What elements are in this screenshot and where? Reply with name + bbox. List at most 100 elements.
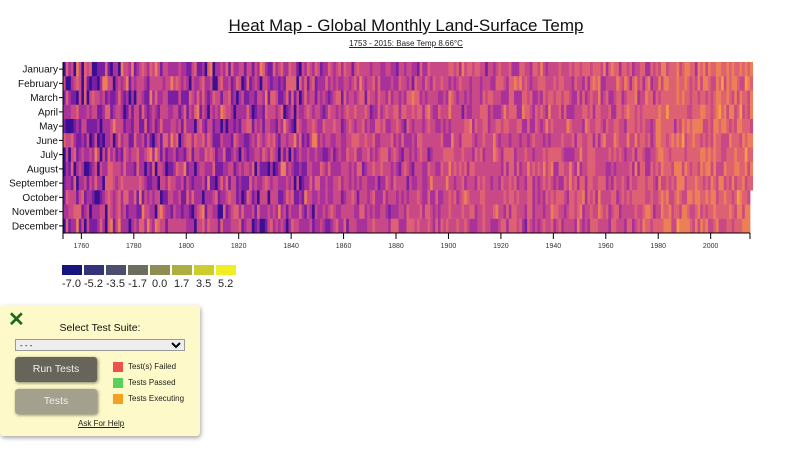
heatmap-cell [217, 147, 221, 162]
heatmap-cell [687, 147, 691, 162]
heatmap-cell [68, 133, 72, 148]
heatmap-cell [689, 76, 693, 91]
heatmap-cell [257, 104, 261, 120]
heatmap-cell [204, 161, 208, 177]
heatmap-cell [563, 119, 567, 134]
heatmap-cell [317, 147, 321, 162]
heatmap-cell [576, 119, 580, 134]
heatmap-cell [146, 147, 150, 162]
heatmap-cell [257, 62, 261, 77]
ask-for-help-link[interactable]: Ask For Help [78, 419, 125, 428]
heatmap-cell [361, 119, 365, 134]
heatmap-cell [445, 161, 449, 177]
heatmap-cell [233, 90, 237, 105]
heatmap-cell [414, 133, 418, 148]
heatmap-cell [204, 147, 208, 162]
heatmap-cell [191, 133, 195, 148]
heatmap-cell [157, 119, 161, 134]
heatmap-cell [498, 62, 502, 77]
heatmap-cell [346, 190, 350, 205]
heatmap-cell [613, 218, 617, 234]
heatmap-cell [603, 76, 607, 91]
heatmap-cell [479, 62, 483, 77]
heatmap-cell [194, 104, 198, 120]
heatmap-cell [681, 218, 685, 234]
heatmap-cell [257, 76, 261, 91]
heatmap-cell [437, 133, 441, 148]
heatmap-cell [550, 190, 554, 205]
heatmap-cell [225, 62, 229, 77]
heatmap-cell [259, 204, 263, 219]
heatmap-cell [272, 90, 276, 105]
heatmap-cell [511, 176, 515, 191]
heatmap-cell [333, 119, 337, 134]
tests-button[interactable]: Tests [15, 389, 97, 414]
heatmap-cell [592, 119, 596, 134]
heatmap-cell [165, 76, 169, 91]
heatmap-cell [487, 190, 491, 205]
heatmap-cell [676, 147, 680, 162]
heatmap-cell [186, 104, 190, 120]
heatmap-cell [183, 176, 187, 191]
heatmap-cell [275, 176, 279, 191]
heatmap-cell [199, 190, 203, 205]
heatmap-cell [188, 147, 192, 162]
heatmap-cell [595, 62, 599, 77]
heatmap-cell [485, 90, 489, 105]
heatmap-cell [243, 161, 247, 177]
heatmap-cell [734, 104, 738, 120]
heatmap-cell [514, 133, 518, 148]
heatmap-cell [70, 76, 74, 91]
heatmap-cell [330, 62, 334, 77]
run-tests-button[interactable]: Run Tests [15, 357, 97, 382]
heatmap-cell [574, 119, 578, 134]
heatmap-cell [102, 62, 106, 77]
heatmap-cell [430, 62, 434, 77]
test-suite-select[interactable]: - - - [15, 339, 185, 351]
heatmap-cell [708, 161, 712, 177]
heatmap-cell [537, 90, 541, 105]
heatmap-cell [338, 204, 342, 219]
heatmap-cell [246, 104, 250, 120]
heatmap-cell [291, 218, 295, 234]
heatmap-cell [115, 190, 119, 205]
heatmap-cell [157, 62, 161, 77]
heatmap-cell [89, 104, 93, 120]
heatmap-cell [705, 147, 709, 162]
heatmap-cell [361, 104, 365, 120]
heatmap-cell [647, 204, 651, 219]
heatmap-cell [566, 147, 570, 162]
heatmap-cell [660, 176, 664, 191]
heatmap-cell [233, 161, 237, 177]
heatmap-cell [133, 104, 137, 120]
heatmap-cell [681, 119, 685, 134]
heatmap-cell [249, 119, 253, 134]
heatmap-cell [338, 104, 342, 120]
heatmap-cell [747, 161, 751, 177]
heatmap-cell [254, 62, 258, 77]
heatmap-cell [178, 161, 182, 177]
heatmap-cell [432, 161, 436, 177]
heatmap-cell [73, 104, 77, 120]
heatmap-cell [238, 190, 242, 205]
close-x-icon[interactable]: ✕ [8, 309, 25, 331]
heatmap-cell [123, 119, 127, 134]
heatmap-cell [514, 204, 518, 219]
heatmap-cell [275, 76, 279, 91]
heatmap-cell [304, 204, 308, 219]
heatmap-cell [663, 62, 667, 77]
heatmap-cell [608, 62, 612, 77]
heatmap-cell [503, 204, 507, 219]
heatmap-cell [419, 190, 423, 205]
heatmap-cell [346, 76, 350, 91]
heatmap-cell [521, 190, 525, 205]
heatmap-cell [718, 147, 722, 162]
heatmap-cell [519, 62, 523, 77]
heatmap-cell [613, 190, 617, 205]
heatmap-cell [747, 76, 751, 91]
heatmap-cell [676, 218, 680, 234]
heatmap-cell [626, 133, 630, 148]
heatmap-cell [343, 133, 347, 148]
heatmap-cell [160, 161, 164, 177]
heatmap-cell [86, 147, 90, 162]
